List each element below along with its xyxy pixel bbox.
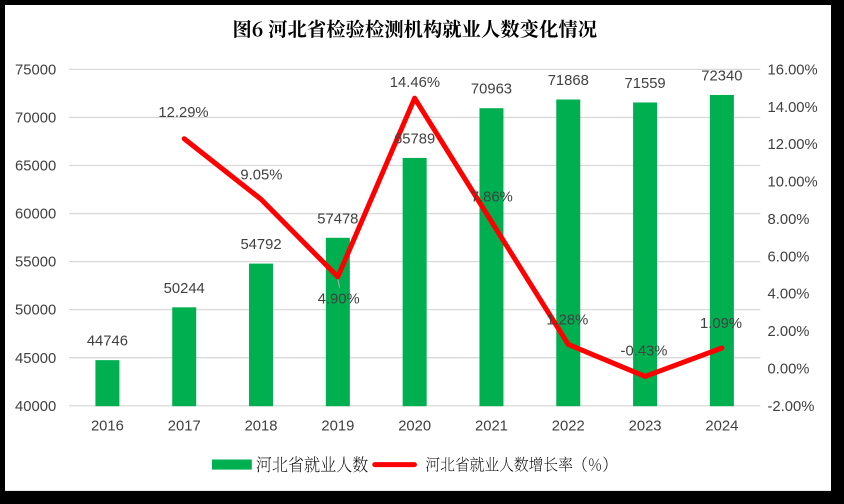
svg-text:60000: 60000: [15, 207, 56, 223]
svg-text:55000: 55000: [15, 255, 56, 271]
svg-text:2022: 2022: [552, 419, 585, 435]
svg-text:40000: 40000: [15, 399, 56, 415]
svg-text:14.00%: 14.00%: [768, 100, 818, 116]
svg-text:50244: 50244: [164, 281, 205, 297]
svg-text:50000: 50000: [15, 303, 56, 319]
svg-text:2019: 2019: [321, 419, 354, 435]
svg-text:4.90%: 4.90%: [318, 292, 360, 308]
svg-text:4.00%: 4.00%: [768, 287, 810, 303]
svg-text:7.86%: 7.86%: [471, 190, 513, 206]
svg-text:75000: 75000: [15, 62, 56, 78]
svg-text:2023: 2023: [629, 419, 662, 435]
svg-text:0.00%: 0.00%: [768, 361, 810, 377]
svg-text:-2.00%: -2.00%: [768, 399, 815, 415]
svg-text:2017: 2017: [168, 419, 201, 435]
svg-text:16.00%: 16.00%: [768, 62, 818, 78]
svg-text:70000: 70000: [15, 111, 56, 127]
svg-text:-0.43%: -0.43%: [621, 344, 668, 360]
svg-text:44746: 44746: [87, 334, 128, 350]
svg-text:10.00%: 10.00%: [768, 175, 818, 191]
svg-text:71559: 71559: [625, 76, 666, 92]
svg-text:2024: 2024: [705, 419, 738, 435]
svg-text:45000: 45000: [15, 351, 56, 367]
svg-text:72340: 72340: [701, 68, 742, 84]
svg-text:2020: 2020: [398, 419, 431, 435]
svg-text:57478: 57478: [317, 211, 358, 227]
svg-text:8.00%: 8.00%: [768, 212, 810, 228]
svg-text:14.46%: 14.46%: [390, 75, 440, 91]
svg-text:1.28%: 1.28%: [546, 312, 588, 328]
svg-text:2.00%: 2.00%: [768, 324, 810, 340]
svg-text:12.00%: 12.00%: [768, 137, 818, 153]
svg-text:2021: 2021: [475, 419, 508, 435]
svg-text:2018: 2018: [245, 419, 278, 435]
svg-text:70963: 70963: [471, 82, 512, 98]
svg-text:71868: 71868: [548, 73, 589, 89]
svg-text:6.00%: 6.00%: [768, 249, 810, 265]
svg-text:65000: 65000: [15, 159, 56, 175]
svg-text:54792: 54792: [240, 237, 281, 253]
svg-text:1.09%: 1.09%: [700, 316, 742, 332]
svg-text:2016: 2016: [91, 419, 124, 435]
svg-text:65789: 65789: [394, 131, 435, 147]
svg-text:9.05%: 9.05%: [240, 168, 282, 184]
svg-text:12.29%: 12.29%: [158, 105, 208, 121]
